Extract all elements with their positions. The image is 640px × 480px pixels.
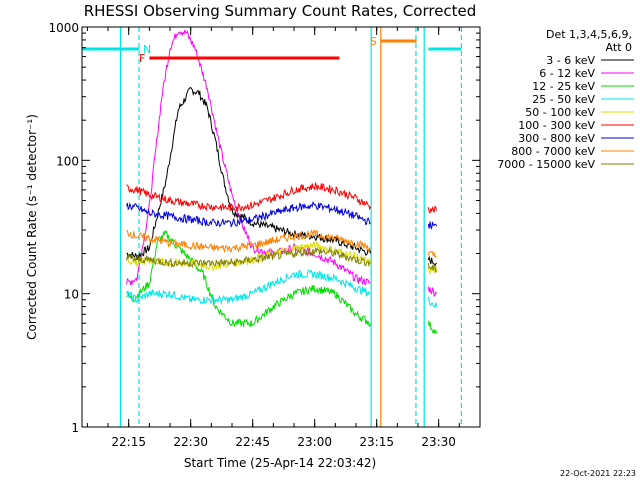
x-axis-label: Start Time (25-Apr-14 22:03:42)	[184, 456, 376, 470]
x-tick-label-1: 22:30	[173, 435, 208, 449]
plot-frame	[81, 26, 481, 428]
x-tick-label-0: 22:15	[111, 435, 146, 449]
series-line-6-12-kev-1	[427, 286, 438, 298]
legend-header-line2: Att 0	[606, 41, 632, 54]
legend-header-line1: Det 1,3,4,5,6,9,	[546, 28, 632, 41]
y-tick-label-1: 10	[64, 288, 79, 302]
series-line-300-800-kev-0	[126, 200, 371, 228]
y-axis-label: Corrected Count Rate (s⁻¹ detector⁻¹)	[25, 114, 39, 340]
series-line-25-50-kev-0	[126, 269, 371, 305]
series-line-25-50-kev-1	[427, 296, 438, 309]
x-tick-label-4: 23:15	[359, 435, 394, 449]
series-line-3-6-kev-0	[126, 86, 371, 260]
legend-label-6-12-kev: 6 - 12 keV	[539, 67, 595, 80]
legend-label-12-25-kev: 12 - 25 keV	[532, 80, 595, 93]
y-tick-label-2: 100	[56, 154, 79, 168]
series-line-12-25-kev-0	[126, 229, 371, 328]
flag-label-s: S	[370, 35, 377, 48]
series-line-6-12-kev-0	[126, 29, 371, 286]
x-tick-label-3: 23:00	[297, 435, 332, 449]
series-line-100-300-kev-1	[427, 205, 438, 215]
y-tick-label-0: 1	[71, 421, 79, 435]
legend-label-50-100-kev: 50 - 100 keV	[525, 106, 595, 119]
legend-label-100-300-kev: 100 - 300 keV	[518, 119, 595, 132]
chart-title: RHESSI Observing Summary Count Rates, Co…	[84, 2, 477, 20]
y-tick-label-3: 1000	[48, 21, 79, 35]
flag-label-f: F	[139, 52, 145, 65]
x-tick-label-2: 22:45	[235, 435, 270, 449]
legend-label-300-800-kev: 300 - 800 keV	[518, 132, 595, 145]
timestamp: 22-Oct-2021 22:23	[560, 469, 636, 478]
series-line-7000-15000-kev-1	[427, 262, 438, 273]
series-line-12-25-kev-1	[427, 320, 438, 334]
series-line-7000-15000-kev-0	[126, 246, 371, 269]
series-line-800-7000-kev-0	[126, 228, 371, 254]
legend-label-7000-15000-kev: 7000 - 15000 keV	[497, 158, 595, 171]
legend-label-25-50-kev: 25 - 50 keV	[532, 93, 595, 106]
series-line-800-7000-kev-1	[427, 251, 437, 258]
series-line-3-6-kev-1	[427, 255, 437, 268]
x-tick-label-5: 23:30	[421, 435, 456, 449]
plot-area: NF S 1 10 100 1000 22:15 22:30 22:45 23:00 23:15 23…	[48, 21, 480, 449]
legend-label-3-6-kev: 3 - 6 keV	[546, 54, 595, 67]
legend-label-800-7000-kev: 800 - 7000 keV	[511, 145, 595, 158]
series-line-300-800-kev-1	[427, 221, 438, 231]
series-line-100-300-kev-0	[126, 181, 371, 212]
flag-label-n: N	[143, 43, 151, 56]
